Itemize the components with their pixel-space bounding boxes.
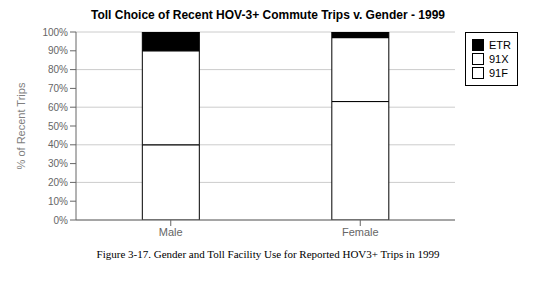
html-text:Figure 3-17. Gender and Toll F: Figure 3-17. Gender and Toll Facility Us… bbox=[96, 248, 440, 260]
svg-text:20%: 20% bbox=[48, 177, 68, 188]
html-text:Toll Choice of Recent HOV-3+ C: Toll Choice of Recent HOV-3+ Commute Tri… bbox=[91, 8, 445, 22]
html-text:ETR: ETR bbox=[489, 39, 511, 51]
svg-text:Male: Male bbox=[159, 226, 183, 238]
svg-text:50%: 50% bbox=[48, 121, 68, 132]
svg-text:10%: 10% bbox=[48, 196, 68, 207]
svg-text:0%: 0% bbox=[54, 215, 69, 226]
html-text:91X: 91X bbox=[489, 53, 509, 65]
svg-text:60%: 60% bbox=[48, 102, 68, 113]
svg-text:40%: 40% bbox=[48, 139, 68, 150]
svg-text:90%: 90% bbox=[48, 45, 68, 56]
svg-text:% of Recent Trips: % of Recent Trips bbox=[15, 82, 27, 169]
svg-text:80%: 80% bbox=[48, 64, 68, 75]
html-text:91F: 91F bbox=[489, 67, 508, 79]
svg-text:70%: 70% bbox=[48, 83, 68, 94]
svg-text:100%: 100% bbox=[42, 27, 68, 38]
svg-text:Female: Female bbox=[342, 226, 379, 238]
svg-text:30%: 30% bbox=[48, 158, 68, 169]
